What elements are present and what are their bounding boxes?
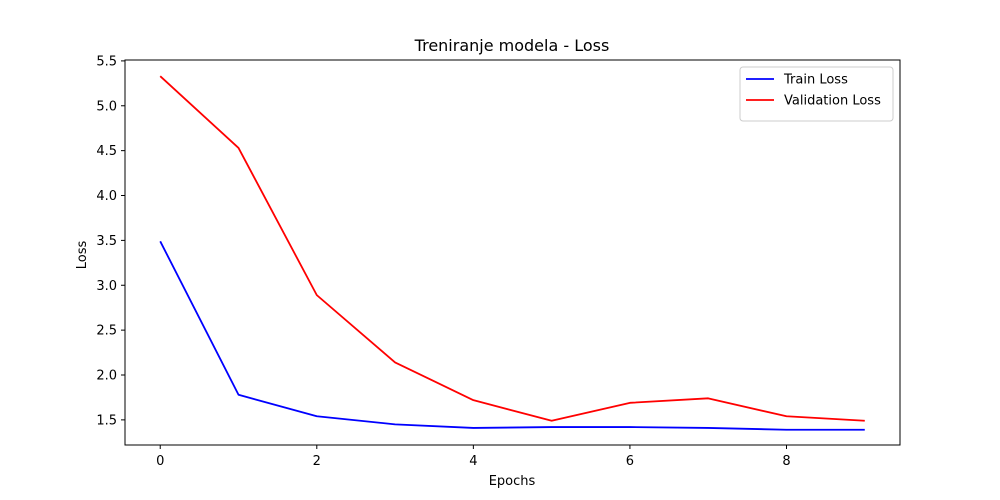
- y-tick-label: 2.5: [96, 324, 117, 339]
- y-tick-label: 5.5: [96, 54, 117, 69]
- x-tick-label: 6: [626, 454, 634, 469]
- y-tick-label: 3.5: [96, 234, 117, 249]
- plot-area: [124, 59, 901, 446]
- y-tick-label: 1.5: [96, 413, 117, 428]
- y-tick-label: 4.5: [96, 144, 117, 159]
- x-tick-label: 2: [313, 454, 321, 469]
- legend-label: Train Loss: [783, 73, 848, 88]
- axis-ticks: 0 2 4 6 8 1.5 2.0 2.5 3.0 3.5 4.0 4.5 5.0 5.5: [96, 54, 790, 469]
- chart-title: Treniranje modela - Loss: [414, 36, 610, 55]
- y-tick-label: 5.0: [96, 99, 117, 114]
- plot-frame: [124, 59, 901, 446]
- legend-label: Validation Loss: [784, 94, 881, 109]
- x-axis-label: Epochs: [489, 474, 536, 489]
- series-line-train-loss: [159, 240, 865, 431]
- x-tick-label: 4: [469, 454, 477, 469]
- y-tick-label: 2.0: [96, 369, 117, 384]
- y-axis-label: Loss: [75, 241, 90, 270]
- y-tick-label: 3.0: [96, 279, 117, 294]
- x-tick-label: 8: [782, 454, 790, 469]
- legend-box: [739, 66, 894, 122]
- series-lines: [159, 75, 865, 431]
- y-tick-label: 4.0: [96, 189, 117, 204]
- series-line-validation-loss: [159, 75, 865, 422]
- legend: Train Loss Validation Loss: [739, 66, 894, 122]
- x-tick-label: 0: [156, 454, 164, 469]
